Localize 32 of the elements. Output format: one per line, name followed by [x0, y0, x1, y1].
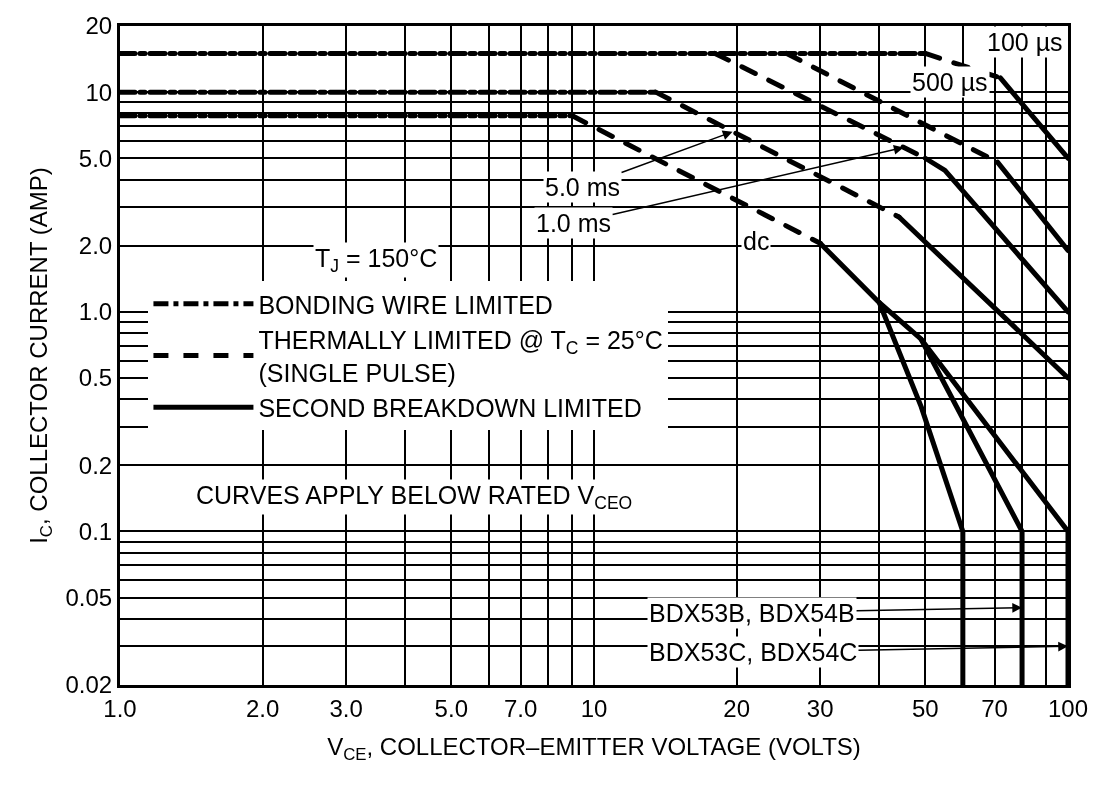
annotation: dc — [743, 227, 770, 255]
y-tick-label: 1.0 — [78, 298, 113, 326]
y-tick-label: 10 — [85, 78, 113, 106]
y-tick-label: 20 — [85, 12, 113, 40]
x-tick-label: 20 — [723, 694, 751, 722]
x-tick-label: 3.0 — [329, 694, 363, 722]
x-tick-label: 70 — [981, 694, 1008, 722]
annotation: T$_{J}$ = 150°C — [315, 244, 438, 277]
y-tick-label: 5.0 — [78, 144, 113, 172]
y-tick-label: 0.2 — [78, 451, 113, 479]
text: THERMALLY LIMITED @ T$_{C}$ = 25°C (SINGLE PULSE) — [258, 326, 663, 387]
x-tick-label: 50 — [911, 694, 939, 722]
x-tick-label: 2.0 — [246, 694, 280, 722]
annotation: 100 µs — [987, 28, 1063, 56]
x-tick-label: 5.0 — [434, 694, 468, 722]
annotation: BDX53B, BDX54B — [649, 599, 855, 627]
y-tick-label: 0.5 — [78, 364, 113, 392]
annotation: 1.0 ms — [536, 209, 612, 237]
x-tick-label: 10 — [580, 694, 608, 722]
legend-label: SECOND BREAKDOWN LIMITED — [258, 394, 642, 422]
x-axis-title: V$_{CE}$, COLLECTOR–EMITTER VOLTAGE (VOLTS) — [327, 733, 861, 765]
x-tick-label: 100 — [1047, 694, 1089, 722]
legend-label: BONDING WIRE LIMITED — [258, 290, 553, 319]
annotation: 5.0 ms — [545, 173, 621, 201]
x-tick-label: 7.0 — [503, 694, 538, 722]
annotation: CURVES APPLY BELOW RATED V$_{CEO}$ — [196, 481, 633, 514]
annotation: BDX53C, BDX54C — [649, 638, 858, 666]
annotation: 500 µs — [912, 68, 988, 96]
y-tick-label: 2.0 — [78, 232, 113, 260]
y-tick-label: 0.05 — [65, 583, 113, 611]
x-tick-label: 30 — [806, 694, 834, 722]
y-tick-label: 0.1 — [78, 517, 113, 545]
